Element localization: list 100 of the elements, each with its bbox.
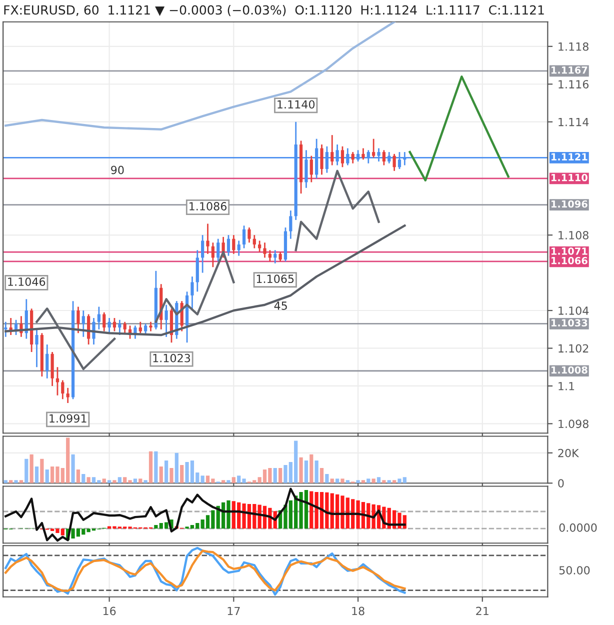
bar bbox=[148, 451, 153, 484]
candlestick bbox=[46, 344, 49, 380]
bar bbox=[304, 460, 308, 484]
candlestick bbox=[263, 242, 266, 258]
annotation: 1.1086 bbox=[190, 202, 226, 210]
bar bbox=[4, 480, 8, 484]
candlestick bbox=[248, 226, 251, 244]
bar bbox=[9, 480, 13, 484]
candlestick bbox=[149, 321, 152, 332]
bar bbox=[226, 480, 230, 484]
annotation: 1.1065 bbox=[256, 274, 294, 284]
bar bbox=[159, 466, 163, 484]
candlestick bbox=[382, 149, 386, 166]
candlestick bbox=[351, 151, 354, 164]
candlestick bbox=[237, 240, 240, 256]
candlestick bbox=[92, 317, 96, 346]
candlestick bbox=[102, 312, 106, 332]
bar bbox=[382, 480, 386, 484]
bar bbox=[376, 477, 381, 484]
x-tick-label: 17 bbox=[228, 606, 240, 616]
bar bbox=[392, 480, 396, 484]
bar bbox=[314, 460, 318, 484]
candlestick bbox=[164, 304, 168, 338]
bar bbox=[346, 480, 350, 484]
bar bbox=[164, 460, 168, 484]
annotation: 1.0991 bbox=[50, 414, 86, 423]
bar bbox=[86, 477, 90, 484]
y-tick-label: 1.118 bbox=[558, 42, 588, 51]
bar bbox=[335, 478, 340, 484]
text: 50.00 bbox=[559, 566, 590, 574]
bar bbox=[340, 478, 344, 484]
bar bbox=[14, 480, 18, 484]
candlestick bbox=[258, 240, 262, 253]
bar bbox=[330, 478, 334, 484]
bar bbox=[232, 477, 236, 484]
candlestick bbox=[392, 153, 396, 172]
line-series bbox=[294, 170, 380, 252]
bar bbox=[30, 454, 34, 484]
annotation: 1.1140 bbox=[278, 100, 315, 109]
candlestick bbox=[340, 146, 344, 168]
ref-line-label: 1.1110 bbox=[552, 174, 588, 182]
bar bbox=[356, 480, 360, 484]
bar bbox=[273, 468, 277, 484]
bar bbox=[221, 480, 226, 484]
bar bbox=[107, 480, 112, 484]
bar bbox=[310, 454, 314, 484]
bar bbox=[154, 525, 158, 529]
ref-line-label: 1.1071 bbox=[552, 247, 588, 255]
candlestick bbox=[232, 234, 236, 255]
bar bbox=[24, 458, 28, 484]
bar bbox=[361, 480, 366, 484]
candlestick bbox=[289, 210, 292, 240]
y-tick-label: 1.104 bbox=[558, 306, 589, 315]
x-tick-label: 16 bbox=[103, 606, 116, 616]
bar bbox=[372, 478, 376, 484]
bar bbox=[34, 466, 39, 484]
candlestick bbox=[76, 306, 80, 334]
candlestick bbox=[330, 134, 334, 166]
candlestick bbox=[82, 310, 85, 338]
bar bbox=[118, 477, 122, 484]
ref-line-label: 1.1066 bbox=[552, 256, 588, 264]
y-tick-label: 1.116 bbox=[558, 80, 589, 89]
candlestick bbox=[123, 321, 126, 334]
bar bbox=[76, 470, 80, 484]
ref-line-label: 1.1096 bbox=[552, 200, 588, 208]
x-tick-label: 18 bbox=[352, 606, 364, 616]
bar bbox=[154, 451, 158, 484]
candlestick bbox=[320, 144, 324, 176]
bar bbox=[180, 464, 184, 484]
candlestick bbox=[201, 234, 204, 274]
bar bbox=[112, 480, 116, 484]
bar bbox=[170, 468, 174, 484]
annotation: 1.1046 bbox=[8, 278, 46, 286]
ref-line-label: 1.1167 bbox=[552, 66, 588, 74]
annotation: 1.1023 bbox=[153, 354, 190, 362]
bar bbox=[19, 480, 24, 484]
candlestick bbox=[216, 238, 220, 262]
candlestick bbox=[118, 319, 122, 336]
candlestick bbox=[211, 242, 214, 268]
candlestick bbox=[206, 223, 210, 255]
y-tick-label: 20K bbox=[558, 448, 580, 458]
bar bbox=[366, 478, 370, 484]
candlestick bbox=[190, 276, 194, 312]
candlestick bbox=[66, 387, 70, 404]
candlestick bbox=[35, 328, 38, 368]
candlestick bbox=[242, 224, 246, 249]
ref-line-label: 1.1121 bbox=[552, 153, 588, 160]
candlestick bbox=[362, 148, 365, 160]
ref-line-label: 1.1008 bbox=[552, 366, 588, 374]
bar bbox=[102, 478, 106, 484]
x-tick-label: 21 bbox=[476, 606, 488, 616]
candlestick bbox=[61, 380, 64, 400]
candlestick bbox=[252, 234, 256, 249]
bar bbox=[325, 474, 329, 484]
y-tick-label: 0 bbox=[558, 479, 564, 488]
candlestick bbox=[226, 234, 230, 256]
annotation: 45 bbox=[274, 302, 287, 310]
y-tick-label: 1.102 bbox=[558, 344, 588, 353]
y-tick-label: 1.114 bbox=[558, 118, 589, 126]
candlestick bbox=[278, 251, 282, 262]
